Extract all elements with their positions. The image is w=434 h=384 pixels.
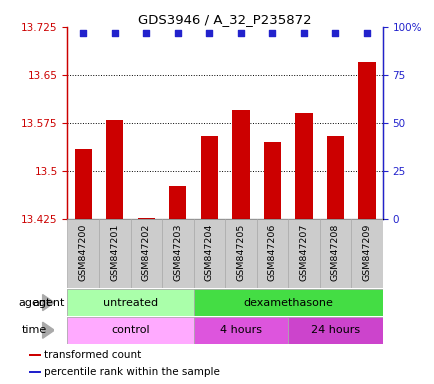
Bar <box>351 219 382 288</box>
Text: GSM847209: GSM847209 <box>362 224 371 281</box>
Text: GSM847201: GSM847201 <box>110 224 119 281</box>
Polygon shape <box>43 322 54 338</box>
Bar <box>256 219 288 288</box>
Text: dexamethasone: dexamethasone <box>243 298 332 308</box>
Point <box>268 30 275 36</box>
Bar <box>319 219 351 288</box>
Bar <box>67 289 193 316</box>
Bar <box>326 136 343 219</box>
Title: GDS3946 / A_32_P235872: GDS3946 / A_32_P235872 <box>138 13 311 26</box>
Bar <box>200 136 217 219</box>
Text: 4 hours: 4 hours <box>219 325 261 335</box>
Bar <box>263 142 280 219</box>
Text: time: time <box>22 325 47 335</box>
Text: agent: agent <box>19 298 51 308</box>
Point <box>237 30 244 36</box>
Text: agent: agent <box>33 298 65 308</box>
Bar <box>130 219 162 288</box>
Text: percentile rank within the sample: percentile rank within the sample <box>44 367 219 377</box>
Bar <box>137 218 155 219</box>
Bar <box>232 110 249 219</box>
Point <box>79 30 86 36</box>
Bar <box>193 317 288 344</box>
Text: transformed count: transformed count <box>44 350 141 360</box>
Bar <box>99 219 130 288</box>
Point <box>205 30 212 36</box>
Text: GSM847208: GSM847208 <box>330 224 339 281</box>
Bar <box>358 62 375 219</box>
Bar <box>30 371 41 373</box>
Text: GSM847206: GSM847206 <box>267 224 276 281</box>
Bar <box>67 219 99 288</box>
Bar <box>193 219 225 288</box>
Text: GSM847204: GSM847204 <box>204 224 214 281</box>
Text: GSM847200: GSM847200 <box>79 224 88 281</box>
Text: GSM847207: GSM847207 <box>299 224 308 281</box>
Bar <box>161 219 193 288</box>
Point <box>331 30 338 36</box>
Point <box>174 30 181 36</box>
Text: GSM847202: GSM847202 <box>141 224 151 281</box>
Bar <box>225 219 256 288</box>
Polygon shape <box>43 295 54 311</box>
Point <box>142 30 149 36</box>
Bar <box>287 317 382 344</box>
Bar <box>288 219 319 288</box>
Text: control: control <box>111 325 149 335</box>
Point <box>363 30 370 36</box>
Text: 24 hours: 24 hours <box>310 325 359 335</box>
Bar <box>169 186 186 219</box>
Point <box>111 30 118 36</box>
Bar <box>106 120 123 219</box>
Bar <box>74 149 92 219</box>
Point <box>300 30 307 36</box>
Text: GSM847203: GSM847203 <box>173 224 182 281</box>
Text: untreated: untreated <box>103 298 158 308</box>
Text: GSM847205: GSM847205 <box>236 224 245 281</box>
Bar <box>193 289 382 316</box>
Bar <box>295 113 312 219</box>
Bar <box>67 317 193 344</box>
Bar <box>30 354 41 356</box>
